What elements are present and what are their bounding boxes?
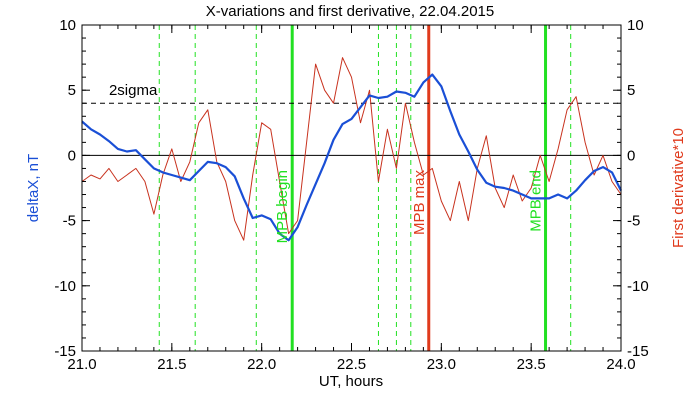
y-right-tick-label-4: -10 bbox=[627, 278, 649, 295]
vertical-line-label-7: MPB max bbox=[411, 170, 428, 236]
y-axis-right-label: First derivative*10 bbox=[670, 128, 687, 248]
y-axis-right-ticks: 10 5 0 -5 -10 -15 bbox=[613, 17, 649, 360]
x-axis-ticks: 21.0 21.5 22.0 22.5 23.0 23.5 24.0 bbox=[67, 25, 636, 373]
x-tick-label-5: 23.5 bbox=[517, 356, 546, 373]
x-tick-label-4: 23.0 bbox=[427, 356, 456, 373]
y-left-tick-label-0: 10 bbox=[59, 17, 76, 34]
x-axis-label: UT, hours bbox=[319, 373, 383, 390]
chart-title: X-variations and first derivative, 22.04… bbox=[206, 3, 495, 20]
vertical-line-label-8: MPB end bbox=[528, 170, 545, 232]
series-group bbox=[81, 57, 622, 242]
y-right-tick-label-5: -15 bbox=[627, 343, 649, 360]
x-tick-label-6: 24.0 bbox=[606, 356, 635, 373]
threshold-label: 2sigma bbox=[109, 82, 158, 99]
x-tick-label-1: 21.5 bbox=[157, 356, 186, 373]
y-left-tick-label-1: 5 bbox=[68, 82, 76, 99]
vertical-lines bbox=[158, 25, 572, 351]
x-tick-label-3: 22.5 bbox=[337, 356, 366, 373]
x-tick-label-2: 22.0 bbox=[247, 356, 276, 373]
vertical-line-labels: MPB begin MPB max MPB end bbox=[274, 170, 544, 244]
deltax-line bbox=[81, 73, 622, 242]
y-right-tick-label-2: 0 bbox=[627, 147, 635, 164]
y-left-tick-label-2: 0 bbox=[68, 147, 76, 164]
x-tick-label-0: 21.0 bbox=[67, 356, 96, 373]
y-axis-left-label: deltaX, nT bbox=[25, 154, 42, 222]
y-right-tick-label-3: -5 bbox=[627, 213, 640, 230]
y-left-tick-label-4: -10 bbox=[54, 278, 76, 295]
y-right-tick-label-1: 5 bbox=[627, 82, 635, 99]
vertical-line-label-3: MPB begin bbox=[274, 170, 291, 243]
derivative-line bbox=[81, 57, 622, 241]
y-left-tick-label-5: -15 bbox=[54, 343, 76, 360]
y-right-tick-label-0: 10 bbox=[627, 17, 644, 34]
y-axis-left-ticks: 10 5 0 -5 -10 -15 bbox=[54, 17, 90, 360]
y-left-tick-label-3: -5 bbox=[63, 213, 76, 230]
